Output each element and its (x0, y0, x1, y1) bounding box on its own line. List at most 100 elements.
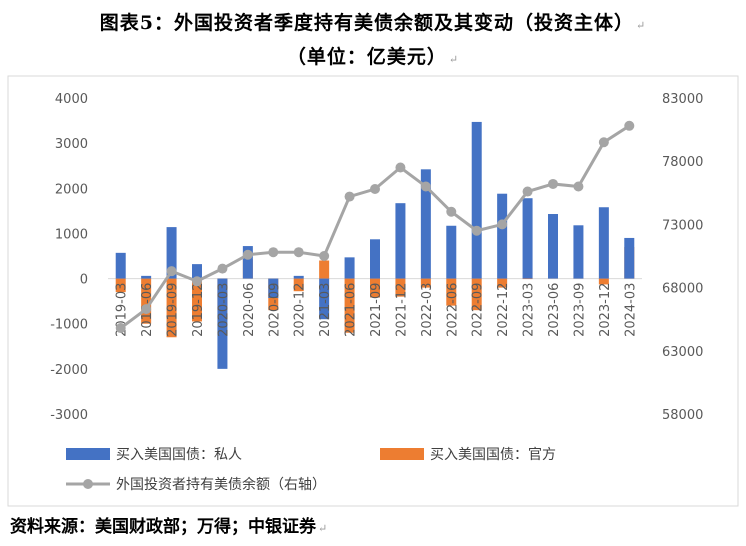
pilcrow-icon: ↵ (636, 19, 647, 32)
official-bar-2021-03 (319, 260, 330, 279)
official-bar-2019-06 (141, 278, 152, 324)
official-bar-2021-06 (344, 278, 355, 333)
holdings-point-2022-03 (420, 181, 431, 192)
official-bar-2023-03 (522, 278, 533, 280)
left-tick-label: 1000 (55, 227, 88, 242)
holdings-point-2019-09 (166, 266, 177, 277)
chart-subtitle-text: （单位：亿美元） (286, 46, 447, 68)
x-tick-label: 2022-12 (496, 283, 511, 337)
official-bar-2022-09 (471, 278, 482, 311)
pilcrow-icon: ↵ (448, 53, 460, 66)
x-tick-labels: 2019-032019-062019-092019-122020-032020-… (115, 283, 639, 337)
private-bar-2021-03 (319, 278, 330, 320)
private-bar-2024-03 (624, 237, 635, 279)
holdings-point-2023-03 (522, 186, 533, 197)
official-bar-2019-09 (166, 278, 177, 338)
x-tick-label: 2023-12 (598, 283, 613, 337)
left-axis-ticks: 4000 3000 2000 1000 0 -1000 -2000 -3000 (50, 92, 88, 423)
holdings-point-2022-09 (471, 225, 482, 236)
holdings-point-2020-03 (217, 263, 228, 274)
x-tick-label: 2023-06 (547, 283, 562, 337)
chart-subtitle: （单位：亿美元） ↵ (0, 42, 746, 69)
private-bar-2019-12 (192, 264, 202, 279)
legend-label-official: 买入美国国债：官方 (430, 447, 556, 463)
holdings-point-2019-12 (192, 276, 202, 287)
official-bar-2021-12 (395, 278, 406, 297)
holdings-point-2019-03 (115, 323, 126, 334)
left-tick-label: 3000 (55, 137, 88, 152)
left-tick-label: -1000 (50, 318, 88, 333)
x-tick-label: 2021-06 (344, 283, 359, 337)
right-tick-label: 83000 (662, 92, 703, 107)
legend-label-private: 买入美国国债：私人 (116, 447, 242, 463)
holdings-point-2023-12 (598, 137, 609, 148)
x-tick-label: 2021-03 (318, 283, 333, 337)
private-bar-2019-03 (115, 252, 126, 279)
holdings-line-series (115, 120, 635, 334)
left-tick-label: -3000 (50, 408, 88, 423)
holdings-point-2023-09 (573, 181, 584, 192)
private-bar-2022-12 (497, 193, 508, 279)
x-tick-label: 2020-12 (293, 283, 308, 337)
holdings-point-2020-12 (293, 247, 304, 258)
holdings-point-2019-06 (141, 304, 152, 315)
legend-swatch-official (380, 448, 424, 460)
x-tick-label: 2022-03 (420, 283, 435, 337)
x-tick-label: 2020-06 (242, 283, 257, 337)
holdings-point-2021-12 (395, 162, 406, 173)
private-bar-2020-09 (268, 278, 279, 298)
x-tick-label: 2024-03 (623, 283, 638, 337)
holdings-point-2021-06 (344, 191, 355, 202)
private-bar-2021-06 (344, 257, 355, 279)
official-bar-2023-12 (598, 278, 609, 285)
x-tick-label: 2019-09 (166, 283, 181, 337)
holdings-point-2021-09 (370, 184, 380, 195)
official-bar-2022-06 (446, 278, 457, 306)
x-tick-label: 2022-06 (445, 283, 460, 337)
right-axis-ticks: 83000 78000 73000 68000 63000 58000 (662, 92, 703, 423)
source-text: 资料来源：美国财政部；万得；中银证券 (10, 517, 316, 537)
chart-title: 图表5：外国投资者季度持有美债余额及其变动（投资主体） ↵ (0, 8, 746, 35)
holdings-point-2022-12 (497, 219, 508, 230)
right-tick-label: 78000 (662, 155, 703, 170)
holdings-point-2022-06 (446, 206, 457, 217)
x-tick-label: 2023-03 (522, 283, 537, 337)
holdings-point-2023-06 (548, 178, 558, 189)
x-tick-label: 2021-09 (369, 283, 384, 337)
private-bar-2021-09 (370, 239, 380, 279)
x-tick-label: 2021-12 (394, 283, 409, 337)
source-note: 资料来源：美国财政部；万得；中银证券 ↵ (10, 512, 327, 537)
holdings-point-2024-03 (624, 120, 635, 131)
right-tick-label: 73000 (662, 218, 703, 233)
private-bar-2019-06 (141, 275, 152, 279)
pilcrow-icon: ↵ (318, 522, 328, 535)
private-bar-2020-12 (293, 275, 304, 279)
x-tick-label: 2020-09 (267, 283, 282, 337)
x-tick-label: 2019-12 (191, 283, 206, 337)
x-tick-label: 2023-09 (572, 283, 587, 337)
legend-swatch-holdings-marker (83, 479, 93, 489)
chart-title-text: 图表5：外国投资者季度持有美债余额及其变动（投资主体） (99, 12, 634, 34)
private-bar-2020-03 (217, 278, 228, 369)
x-tick-label: 2022-09 (471, 283, 486, 337)
official-bar-2022-03 (420, 278, 431, 288)
left-tick-label: 0 (80, 273, 88, 288)
holdings-point-2021-03 (319, 251, 330, 261)
private-bar-2023-09 (573, 225, 584, 279)
private-bar-2019-09 (166, 227, 177, 279)
private-bar-2023-12 (598, 207, 609, 279)
right-tick-label: 68000 (662, 282, 703, 297)
official-bar-2022-12 (497, 278, 508, 288)
x-tick-label: 2020-03 (216, 283, 231, 337)
private-bars (115, 121, 635, 369)
plot-frame (7, 75, 739, 507)
private-bar-2021-12 (395, 203, 406, 279)
legend: 买入美国国债：私人 买入美国国债：官方 外国投资者持有美债余额（右轴） (66, 447, 556, 493)
official-bar-2021-09 (370, 278, 380, 298)
legend-swatch-private (66, 448, 110, 460)
right-tick-label: 58000 (662, 408, 703, 423)
private-bar-2023-06 (548, 214, 558, 279)
left-tick-label: -2000 (50, 363, 88, 378)
official-bar-2020-12 (293, 278, 304, 292)
